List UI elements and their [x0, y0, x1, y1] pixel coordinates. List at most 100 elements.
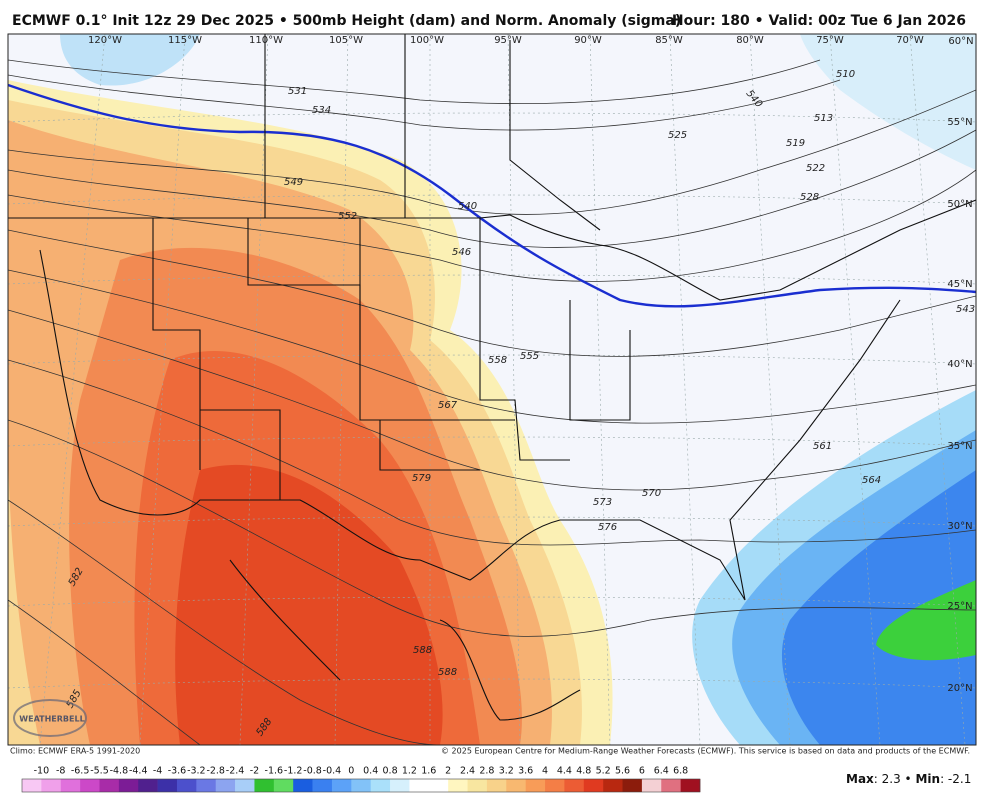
max-sep: : [874, 772, 882, 786]
colorbar-swatch [641, 779, 662, 792]
colorbar-swatch [351, 779, 371, 792]
colorbar-swatch [312, 779, 333, 792]
contour-label: 561 [813, 441, 832, 452]
colorbar-swatch [583, 779, 604, 792]
contour-label: 570 [642, 488, 661, 499]
footer-climo: Climo: ECMWF ERA-5 1991-2020 [10, 747, 140, 756]
lat-label: 45°N [947, 279, 972, 290]
colorbar-swatch [176, 779, 197, 792]
contour-label: 576 [598, 522, 617, 533]
colorbar-swatch [486, 779, 507, 792]
contour-label: 588 [438, 667, 457, 678]
colorbar-swatch [603, 779, 623, 792]
max-value: 2.3 [882, 772, 901, 786]
lon-label: 90°W [574, 35, 602, 46]
contour-label: 555 [520, 351, 539, 362]
colorbar-label: 0.8 [383, 766, 398, 777]
colorbar-label: 3.2 [499, 766, 514, 777]
contour-label: 525 [668, 130, 687, 141]
colorbar-label: 2.8 [479, 766, 494, 777]
colorbar-swatch [254, 779, 275, 792]
boundaries [8, 34, 976, 721]
colorbar-label: -0.8 [303, 766, 322, 777]
colorbar-swatch [448, 779, 468, 792]
map-area [8, 34, 976, 745]
colorbar-swatch [661, 779, 681, 792]
lat-label: 20°N [947, 683, 972, 694]
colorbar-swatch [22, 779, 42, 792]
colorbar-swatch [60, 779, 81, 792]
latitude-labels: 55°N 50°N 45°N 40°N 35°N 30°N 25°N 20°N [947, 117, 972, 694]
lon-label: 110°W [249, 35, 283, 46]
colorbar-label: 4.4 [557, 766, 572, 777]
contour-label: 579 [412, 473, 431, 484]
min-label: Min [915, 772, 940, 786]
header-title: ECMWF 0.1° Init 12z 29 Dec 2025 • 500mb … [12, 13, 681, 29]
colorbar-label: -4 [153, 766, 162, 777]
contour-label: 546 [452, 247, 471, 258]
colorbar-label: 6.4 [654, 766, 669, 777]
colorbar-label: 1.6 [421, 766, 436, 777]
anomaly-blue-ne [800, 34, 976, 170]
colorbar-label: 0 [348, 766, 354, 777]
colorbar-swatch [564, 779, 585, 792]
colorbar-label: 2.4 [460, 766, 475, 777]
colorbar-label: -3.2 [187, 766, 206, 777]
lat-label: 50°N [947, 199, 972, 210]
colorbar-label: -5.5 [90, 766, 109, 777]
contour-label: 543 [956, 304, 975, 315]
colorbar-label: -0.4 [323, 766, 342, 777]
colorbar-swatch [80, 779, 100, 792]
lat-label: 40°N [947, 359, 972, 370]
contour-label: 564 [862, 475, 881, 486]
colorbar-swatch [157, 779, 178, 792]
height-contours [8, 59, 976, 745]
colorbar-label: -10 [34, 766, 50, 777]
colorbar-label: -2 [250, 766, 259, 777]
contour-label: 519 [786, 138, 805, 149]
colorbar-label: 2 [445, 766, 451, 777]
anomaly-green [876, 580, 976, 661]
min-sep: : [940, 772, 948, 786]
lat-label: 60°N [948, 36, 973, 47]
colorbar-swatch [235, 779, 255, 792]
colorbar-label: 3.6 [518, 766, 533, 777]
colorbar-label: 6 [639, 766, 645, 777]
lon-label: 115°W [168, 35, 202, 46]
colorbar-label: -6.5 [71, 766, 90, 777]
anomaly-blue-3 [781, 470, 976, 745]
colorbar-label: 1.2 [402, 766, 417, 777]
contour-label: 558 [488, 355, 507, 366]
contour-label: 528 [800, 192, 819, 203]
footer-copyright: © 2025 European Centre for Medium-Range … [441, 747, 970, 756]
lon-label: 80°W [736, 35, 764, 46]
colorbar-swatch [118, 779, 139, 792]
lon-label: 75°W [816, 35, 844, 46]
colorbar-label: 4.8 [576, 766, 591, 777]
header-valid: Hour: 180 • Valid: 00z Tue 6 Jan 2026 [672, 13, 966, 29]
colorbar-swatch [390, 779, 410, 792]
anomaly-red [175, 464, 443, 745]
colorbar-label: -2.4 [226, 766, 245, 777]
contour-label: 588 [413, 645, 432, 656]
contour-label: 513 [814, 113, 833, 124]
colorbar-swatch [506, 779, 526, 792]
colorbar-label: 4 [542, 766, 548, 777]
contour-label: 534 [312, 105, 331, 116]
colorbar-label: 5.6 [615, 766, 630, 777]
colorbar-label: 5.2 [596, 766, 611, 777]
graticule [8, 34, 976, 745]
colorbar-swatch [41, 779, 62, 792]
colorbar-swatch [622, 779, 643, 792]
contour-labels: 531 534 549 552 540 546 525 519 513 510 … [65, 69, 975, 738]
sep: • [901, 772, 916, 786]
lon-label: 95°W [494, 35, 522, 46]
colorbar-swatch [467, 779, 488, 792]
colorbar-swatch [545, 779, 565, 792]
max-label: Max [846, 772, 874, 786]
longitude-labels: 120°W 115°W 110°W 105°W 100°W 95°W 90°W … [88, 35, 974, 47]
contour-label: 540 [458, 201, 477, 212]
colorbar: -10 -8 -6.5 -5.5 -4.8 -4.4 -4 -3.6 -3.2 -2.8 -2.4-… [21, 766, 701, 793]
